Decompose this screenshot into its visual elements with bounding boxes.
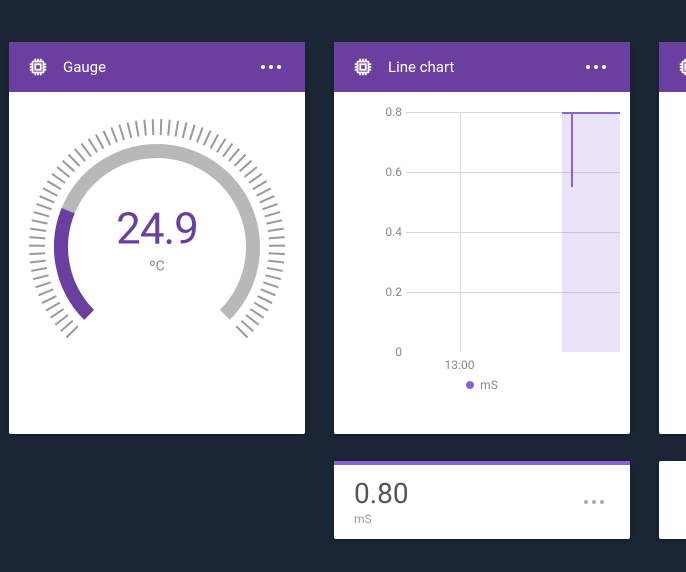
value-card: 0.80 mS [334, 461, 630, 539]
y-tick-label: 0.4 [385, 225, 402, 239]
y-tick-label: 0.6 [385, 165, 402, 179]
y-tick-label: 0.2 [385, 285, 402, 299]
gauge-readout: 24.9 ºC [116, 202, 198, 274]
legend-dot [466, 381, 474, 389]
gauge-card-body: 24.9 ºC [9, 112, 305, 434]
line-chart-header: Line chart [334, 42, 630, 92]
gauge-widget: 24.9 ºC [22, 112, 292, 382]
cpu-icon [352, 56, 374, 78]
more-icon[interactable] [580, 59, 612, 75]
chart-plot-area: 00.20.40.60.813:00 [344, 112, 620, 372]
line-chart-title: Line chart [388, 58, 580, 76]
partial-card-header [659, 42, 686, 92]
value-readout: 0.80 mS [354, 477, 578, 526]
y-tick-label: 0.8 [385, 105, 402, 119]
cpu-icon [677, 56, 686, 78]
value-unit: mS [354, 512, 578, 526]
legend-label: mS [480, 378, 498, 392]
gauge-value: 24.9 [116, 202, 198, 254]
line-chart-body: 0 0.2 0.4 0.6 0.8 13:00 mS [334, 92, 630, 434]
partial-value-card [659, 461, 686, 539]
more-icon[interactable] [578, 494, 610, 510]
gauge-card-header: Gauge [9, 42, 305, 92]
value-number: 0.80 [354, 477, 578, 510]
gauge-unit: ºC [116, 258, 198, 274]
line-chart-card: Line chart 0 0.2 0.4 0.6 0.8 13:00 mS [334, 42, 630, 434]
x-tick-label: 13:00 [445, 358, 475, 372]
more-icon[interactable] [255, 59, 287, 75]
chart-legend: mS [344, 378, 620, 392]
gauge-card-title: Gauge [63, 58, 255, 76]
value-card-body: 0.80 mS [334, 465, 630, 538]
partial-card [659, 42, 686, 434]
series-spike [571, 112, 573, 187]
gauge-card: Gauge 24.9 ºC [9, 42, 305, 434]
partial-value-body [659, 461, 686, 485]
cpu-icon [27, 56, 49, 78]
y-tick-label: 0 [395, 345, 402, 359]
